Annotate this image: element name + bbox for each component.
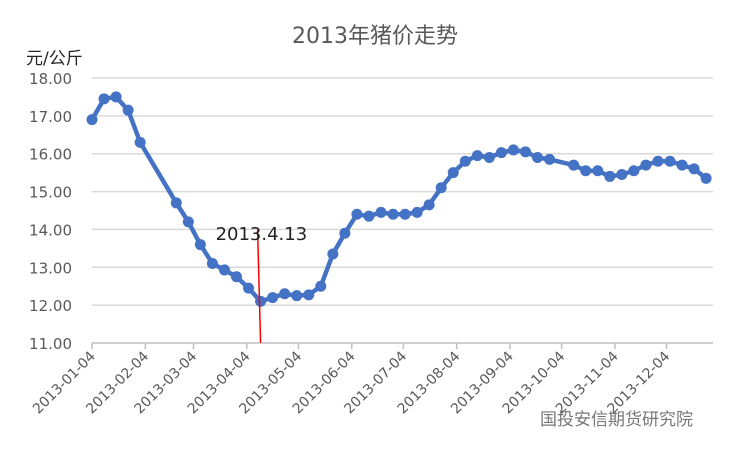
data-point xyxy=(483,152,495,163)
data-point xyxy=(459,155,471,167)
y-tick-label: 17.00 xyxy=(29,108,72,126)
data-point xyxy=(423,199,435,211)
data-point xyxy=(688,163,700,175)
data-point xyxy=(435,182,447,194)
data-point xyxy=(110,91,122,103)
y-tick-label: 15.00 xyxy=(29,184,72,202)
data-point xyxy=(243,282,255,294)
watermark: 国投安信期货研究院 xyxy=(540,410,693,430)
data-point xyxy=(592,165,604,177)
data-point xyxy=(568,159,580,171)
data-point xyxy=(194,239,206,251)
data-point xyxy=(507,144,519,156)
data-point xyxy=(519,146,531,158)
data-point xyxy=(532,152,544,163)
data-point xyxy=(616,169,628,181)
data-point xyxy=(279,288,291,300)
data-point xyxy=(700,172,712,184)
data-point xyxy=(363,210,375,222)
data-point xyxy=(182,216,194,228)
data-point xyxy=(351,208,363,220)
data-point xyxy=(327,248,339,260)
data-point xyxy=(339,227,351,239)
data-point xyxy=(387,208,399,220)
y-tick-label: 13.00 xyxy=(29,259,72,277)
data-point xyxy=(399,208,411,220)
data-point xyxy=(122,104,134,116)
data-point xyxy=(267,292,279,304)
y-tick-label: 14.00 xyxy=(29,221,72,239)
annotation-line xyxy=(256,229,262,344)
y-tick-label: 11.00 xyxy=(29,335,72,353)
data-point xyxy=(628,165,640,177)
data-point xyxy=(676,159,688,171)
data-point xyxy=(411,206,423,218)
data-point xyxy=(375,206,387,218)
y-axis-label: 元/公斤 xyxy=(26,49,83,69)
annotation-label: 2013.4.13 xyxy=(216,224,308,245)
data-point xyxy=(218,264,230,276)
series-line xyxy=(90,94,708,304)
data-point xyxy=(315,280,327,292)
data-point xyxy=(134,136,146,148)
data-point xyxy=(640,159,652,171)
data-point xyxy=(255,295,267,307)
data-point xyxy=(230,271,242,283)
y-tick-label: 18.00 xyxy=(29,70,72,88)
y-tick-label: 16.00 xyxy=(29,146,72,164)
data-point xyxy=(664,155,676,167)
data-point xyxy=(170,197,182,209)
data-point xyxy=(303,289,315,301)
data-point xyxy=(580,165,592,177)
data-point xyxy=(652,155,664,167)
chart-title: 2013年猪价走势 xyxy=(292,24,458,49)
data-point xyxy=(604,170,616,182)
data-point xyxy=(447,167,459,179)
data-point xyxy=(206,258,218,269)
data-point xyxy=(471,150,483,162)
y-tick-label: 12.00 xyxy=(29,297,72,315)
data-point xyxy=(291,290,303,302)
data-point xyxy=(98,93,110,105)
data-point xyxy=(86,114,98,126)
data-point xyxy=(544,153,556,165)
data-point xyxy=(495,147,507,159)
